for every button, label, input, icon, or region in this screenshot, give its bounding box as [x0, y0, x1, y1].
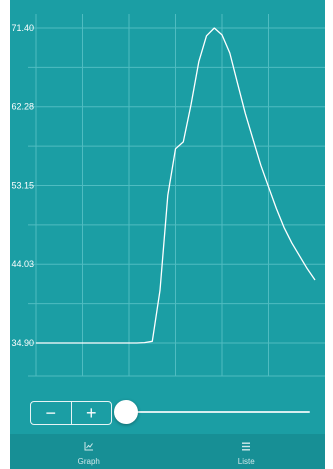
tab-liste[interactable]: Liste — [168, 434, 326, 469]
plus-button[interactable]: + — [70, 402, 112, 424]
slider-knob[interactable] — [114, 400, 138, 424]
line-chart: 71.40 62.28 53.15 44.03 34.90 — [11, 14, 325, 377]
chart-icon — [84, 442, 93, 451]
series-line — [36, 27, 316, 344]
y-tick-label: 62.28 — [11, 102, 34, 112]
slider-track — [120, 411, 310, 413]
y-tick-label: 44.03 — [11, 259, 34, 269]
minus-button[interactable]: − — [45, 403, 56, 423]
controls-bar: − + — [10, 390, 325, 434]
tab-graph-label: Graph — [77, 457, 100, 466]
y-tick-label: 53.15 — [11, 181, 34, 191]
range-slider[interactable] — [114, 398, 310, 426]
tab-bar: Graph Liste — [10, 434, 325, 469]
y-tick-label: 71.40 — [11, 23, 34, 33]
tab-graph[interactable]: Graph — [10, 434, 168, 469]
app-screen: 71.40 62.28 53.15 44.03 34.90 − + Graph List… — [10, 0, 325, 469]
tab-liste-label: Liste — [237, 457, 255, 466]
y-tick-label: 34.90 — [11, 338, 34, 348]
list-icon — [242, 442, 251, 451]
zoom-stepper: − + — [30, 401, 112, 425]
